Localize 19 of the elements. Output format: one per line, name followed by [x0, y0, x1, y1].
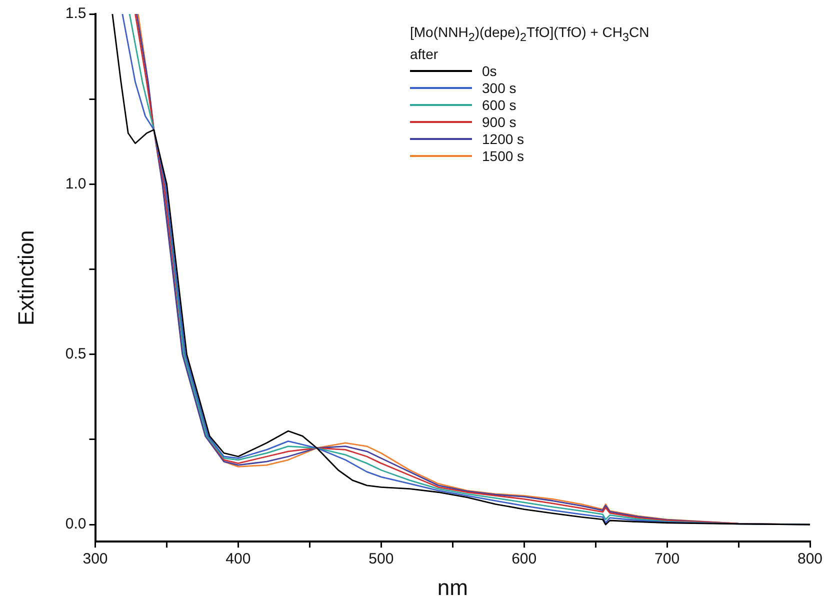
- legend-label: 0s: [482, 63, 497, 80]
- x-tick-label: 800: [797, 550, 823, 568]
- x-tick-label: 500: [368, 550, 394, 568]
- legend-label: 300 s: [482, 80, 516, 96]
- y-tick-label: 1.0: [65, 175, 86, 192]
- y-axis-title: Extinction: [13, 230, 38, 326]
- x-tick-label: 700: [654, 550, 680, 568]
- y-tick-label: 1.5: [65, 5, 86, 22]
- y-tick-label: 0.5: [65, 346, 86, 363]
- text: [Mo(NNH$_{2}$)(depe)$_{2}$TfO](TfO) + CH$_{3}$CN after: [410, 24, 650, 62]
- legend-label: 600 s: [482, 97, 516, 114]
- legend-label: 900 s: [482, 114, 516, 130]
- x-tick-label: 400: [226, 550, 251, 568]
- legend-label: 1200 s: [482, 131, 524, 148]
- x-tick-label: 300: [82, 550, 108, 568]
- y-tick-label: 0.0: [65, 516, 86, 533]
- legend-label: 1500 s: [482, 148, 524, 164]
- x-tick-label: 600: [512, 550, 537, 568]
- x-axis-title: nm: [437, 574, 468, 600]
